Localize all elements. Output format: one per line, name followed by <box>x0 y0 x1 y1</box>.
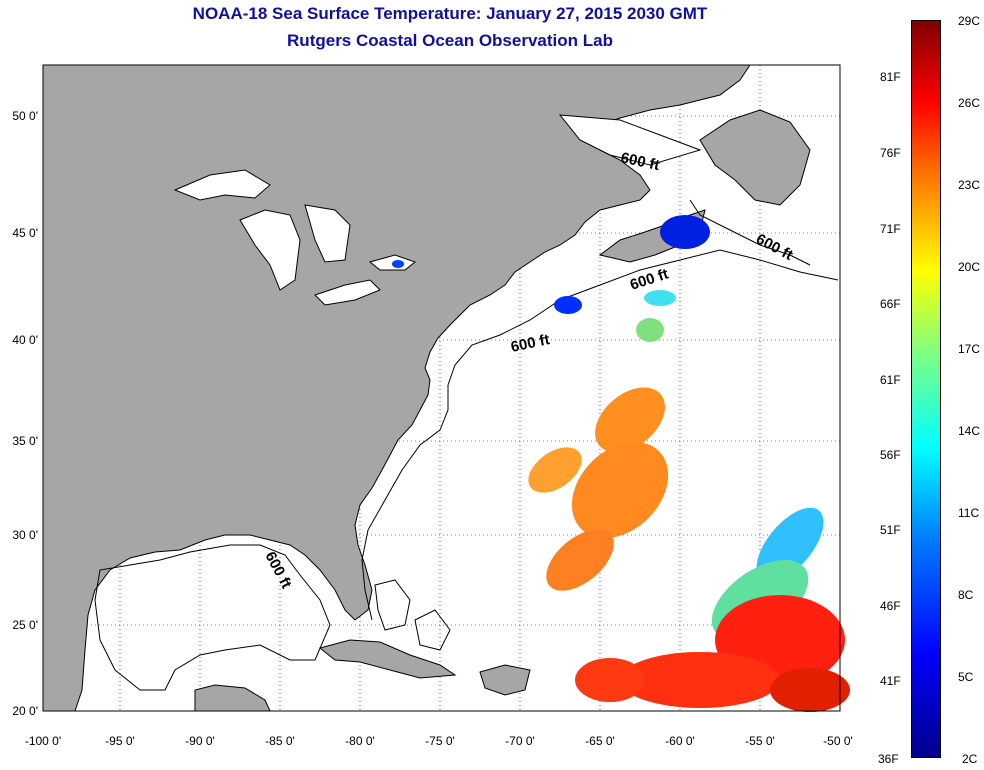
lon-tick-label: -60 0' <box>665 734 695 748</box>
land-newfoundland <box>699 109 811 206</box>
colorbar-label-f: 76F <box>880 146 901 160</box>
lon-tick-label: -50 0' <box>823 734 853 748</box>
colorbar-label-c: 20C <box>958 260 981 274</box>
sst-map: 600 ft 600 ft 600 ft 600 ft 600 ft -100 … <box>12 64 853 748</box>
lon-tick-label: -85 0' <box>265 734 295 748</box>
colorbar-label-c: 26C <box>958 96 981 110</box>
land-hispaniola <box>479 664 531 696</box>
lon-tick-label: -75 0' <box>425 734 455 748</box>
lon-tick-label: -100 0' <box>25 734 61 748</box>
great-lakes <box>173 114 702 306</box>
colorbar-label-f: 51F <box>880 523 901 537</box>
colorbar-label-f: 61F <box>880 373 901 387</box>
gulf-contour <box>94 544 331 691</box>
colorbar-label-c: 5C <box>958 670 974 684</box>
colorbar-label-f: 81F <box>880 70 901 84</box>
colorbar-label-c: 11C <box>958 506 980 520</box>
shelf-contour-east <box>361 249 839 621</box>
colorbar-label-f: 66F <box>880 297 901 311</box>
colorbar-label-c: 8C <box>958 588 974 602</box>
plot-frame <box>42 64 841 712</box>
colorbar-label-f: 36F <box>878 752 899 766</box>
colorbar-label-c: 23C <box>958 178 981 192</box>
lon-tick-label: -65 0' <box>585 734 615 748</box>
temperature-colorbar <box>911 20 941 758</box>
shelf-contour-north <box>689 199 811 266</box>
colorbar-label-f: 56F <box>880 448 901 462</box>
lat-tick-label: 50 0' <box>12 109 38 123</box>
sst-data <box>392 215 850 712</box>
land-north-america <box>42 64 751 712</box>
lat-tick-label: 45 0' <box>12 226 38 240</box>
colorbar-label-f: 41F <box>880 674 901 688</box>
lat-tick-label: 20 0' <box>12 704 38 718</box>
lat-tick-label: 25 0' <box>12 618 38 632</box>
lat-tick-label: 35 0' <box>12 434 38 448</box>
land-cuba <box>318 639 457 679</box>
lat-tick-label: 40 0' <box>12 333 38 347</box>
lon-tick-label: -55 0' <box>745 734 775 748</box>
bahamas-banks <box>374 579 451 651</box>
map-title: NOAA-18 Sea Surface Temperature: January… <box>192 4 708 23</box>
lon-tick-label: -90 0' <box>185 734 215 748</box>
colorbar-label-c: 17C <box>958 342 981 356</box>
colorbar-label-f: 71F <box>880 222 901 236</box>
map-subtitle: Rutgers Coastal Ocean Observation Lab <box>287 31 613 50</box>
colorbar-label-c: 14C <box>958 424 981 438</box>
lon-tick-label: -80 0' <box>345 734 375 748</box>
lon-tick-label: -95 0' <box>105 734 135 748</box>
lat-tick-label: 30 0' <box>12 528 38 542</box>
lon-tick-label: -70 0' <box>505 734 535 748</box>
colorbar-label-f: 46F <box>880 599 901 613</box>
colorbar-label-c: 29C <box>958 14 981 28</box>
colorbar-label-c: 2C <box>962 752 978 766</box>
